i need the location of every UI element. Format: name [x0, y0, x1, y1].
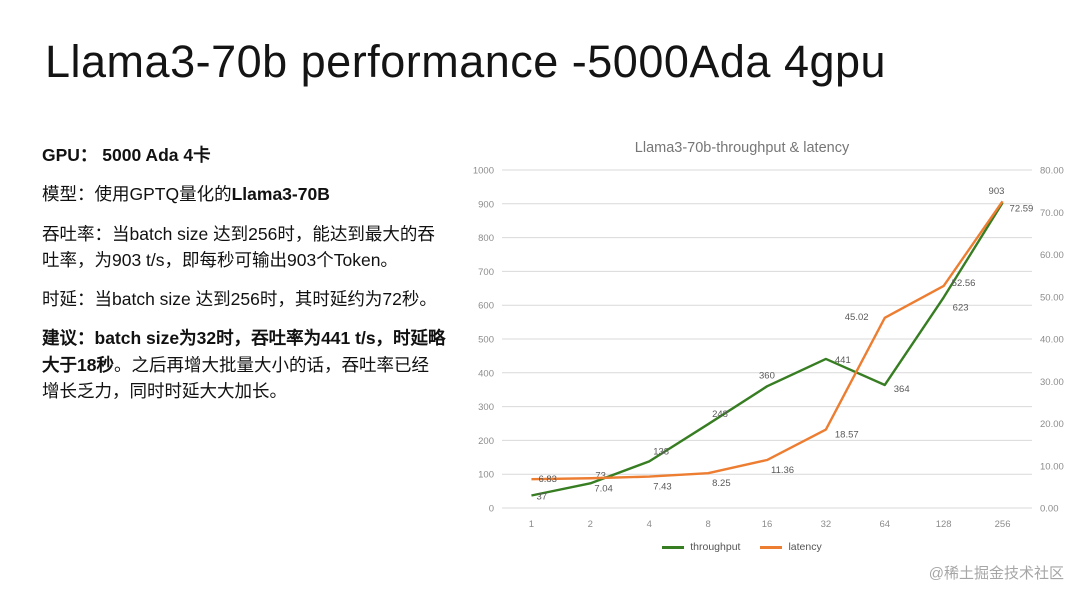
data-label: 441 [835, 355, 851, 366]
data-label: 8.25 [712, 478, 731, 489]
x-axis-tick-label: 1 [529, 519, 534, 530]
data-label: 360 [759, 370, 775, 381]
data-label: 11.36 [771, 465, 794, 476]
right-axis-tick-label: 80.00 [1040, 166, 1064, 177]
data-label: 72.59 [1010, 203, 1034, 214]
left-axis-tick-label: 0 [489, 504, 494, 515]
text-segment: 时延：当batch size 达到256时，其时延约为72秒。 [42, 289, 437, 309]
x-axis-tick-label: 2 [588, 519, 593, 530]
x-axis-tick-label: 16 [762, 519, 773, 530]
info-paragraph: 模型：使用GPTQ量化的Llama3-70B [42, 181, 446, 207]
left-axis-tick-label: 400 [478, 368, 494, 379]
legend-item-throughput: throughput [662, 541, 740, 553]
legend-label: throughput [690, 541, 741, 553]
legend-label: latency [788, 541, 822, 553]
x-axis-tick-label: 32 [821, 519, 832, 530]
legend-swatch [760, 545, 783, 549]
legend-item-latency: latency [760, 541, 822, 553]
x-axis-tick-label: 8 [705, 519, 710, 530]
right-axis-tick-label: 70.00 [1040, 208, 1064, 219]
left-axis-tick-label: 300 [478, 402, 494, 413]
data-label: 248 [712, 409, 728, 420]
text-segment: 模型：使用GPTQ量化的 [42, 184, 232, 205]
data-label: 52.56 [952, 278, 976, 289]
text-segment: GPU： 5000 Ada 4卡 [42, 145, 211, 165]
left-axis-tick-label: 700 [478, 267, 494, 278]
x-axis-tick-label: 4 [647, 519, 652, 530]
right-axis-tick-label: 50.00 [1040, 292, 1064, 303]
page-title: Llama3-70b performance -5000Ada 4gpu [45, 36, 887, 87]
data-label: 903 [989, 186, 1005, 197]
right-axis-tick-label: 30.00 [1040, 377, 1064, 388]
info-panel: GPU： 5000 Ada 4卡模型：使用GPTQ量化的Llama3-70B 吞吐… [42, 142, 446, 417]
data-label: 138 [653, 446, 669, 457]
data-label: 7.43 [653, 482, 672, 493]
right-axis-tick-label: 40.00 [1040, 335, 1064, 346]
watermark: @稀土掘金技术社区 [928, 565, 1064, 582]
series-line-throughput [531, 202, 1004, 497]
legend-swatch [662, 545, 685, 549]
data-label: 6.83 [538, 474, 557, 485]
data-label: 73 [595, 470, 606, 481]
text-segment: 吞吐率：当batch size 达到256时，能达到最大的吞吐率，为903 t/… [42, 223, 435, 270]
text-segment: 建议：batch size为32时，吞吐率为441 t/s，时延略大于18秒 [42, 328, 446, 375]
right-axis-tick-label: 20.00 [1040, 419, 1064, 430]
data-label: 623 [953, 302, 969, 313]
right-axis-tick-label: 60.00 [1040, 250, 1064, 261]
info-paragraph: GPU： 5000 Ada 4卡 [42, 142, 446, 168]
x-axis-tick-label: 256 [995, 519, 1011, 530]
left-axis-tick-label: 1000 [473, 166, 494, 177]
text-segment: Llama3-70B [231, 184, 330, 205]
data-label: 7.04 [594, 483, 613, 494]
left-axis-tick-label: 800 [478, 233, 494, 244]
chart: Llama3-70b-throughput & latency 0 100 200 3… [452, 140, 1072, 553]
chart-canvas: 0 100 200 300 400 500 600 700 800 900 1000 0.00 10.0… [473, 166, 1064, 531]
info-paragraph: 吞吐率：当batch size 达到256时，能达到最大的吞吐率，为903 t/… [42, 221, 446, 274]
left-axis-tick-label: 500 [478, 335, 494, 346]
x-axis-tick-label: 64 [879, 519, 890, 530]
data-label: 364 [894, 384, 910, 395]
info-paragraph: 建议：batch size为32时，吞吐率为441 t/s，时延略大于18秒。之… [42, 325, 446, 404]
data-label: 45.02 [845, 312, 869, 323]
left-axis-tick-label: 100 [478, 470, 494, 481]
right-axis-tick-label: 10.00 [1040, 461, 1064, 472]
data-label: 37 [536, 491, 547, 502]
left-axis-tick-label: 900 [478, 199, 494, 210]
left-axis-tick-label: 600 [478, 301, 494, 312]
info-paragraph: 时延：当batch size 达到256时，其时延约为72秒。 [42, 286, 446, 312]
left-axis-tick-label: 200 [478, 436, 494, 447]
right-axis-tick-label: 0.00 [1040, 504, 1059, 515]
x-axis-tick-label: 128 [936, 519, 952, 530]
series-line-latency [531, 200, 1004, 481]
chart-legend: throughput latency [452, 541, 1032, 553]
chart-title: Llama3-70b-throughput & latency [634, 140, 850, 156]
data-label: 18.57 [835, 430, 859, 441]
text-segment: 。之后再增大批量大小的话，吞吐率已经增长乏力，同时时延大大加长。 [42, 354, 429, 401]
